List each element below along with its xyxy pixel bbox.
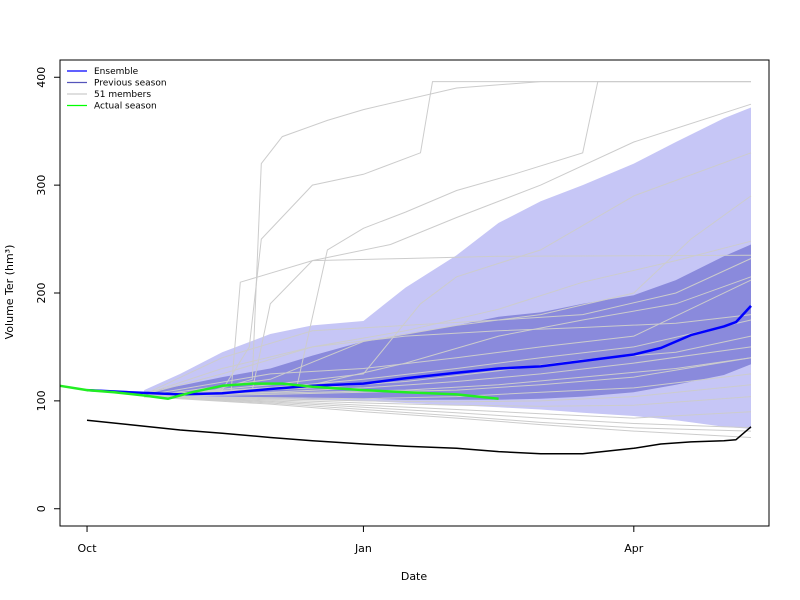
- member-line-12: [144, 357, 752, 398]
- x-axis-label: Date: [401, 570, 428, 583]
- member-line-13: [144, 373, 752, 400]
- legend-label: Actual season: [94, 102, 157, 112]
- member-line-17: [144, 396, 752, 429]
- previous-season-line: [86, 419, 752, 455]
- x-axis: Oct Jan Apr: [78, 526, 644, 555]
- member-line-18: [144, 396, 752, 432]
- legend-label: Ensemble: [94, 67, 139, 77]
- member-line-24: [144, 357, 752, 396]
- ensemble-line: [86, 305, 752, 396]
- y-axis-label: Volume Ter (hm³): [3, 245, 16, 340]
- x-tick-label: Apr: [624, 542, 644, 555]
- y-tick-label: 200: [35, 283, 48, 304]
- member-line-16: [144, 396, 752, 419]
- member-line-15: [144, 396, 752, 407]
- legend-label: Previous season: [94, 79, 167, 89]
- member-line-19: [144, 396, 752, 438]
- member-line-5: [144, 103, 752, 396]
- y-tick-label: 400: [35, 67, 48, 88]
- legend-label: 51 members: [94, 90, 151, 100]
- y-tick-label: 300: [35, 175, 48, 196]
- member-line-9: [144, 279, 752, 396]
- y-axis: 0 100 200 300 400: [35, 67, 60, 512]
- series-lines: [59, 305, 752, 455]
- band-inner: [144, 244, 752, 400]
- x-tick-label: Oct: [78, 542, 98, 555]
- member-line-20: [143, 314, 752, 395]
- member-line-21: [143, 240, 752, 395]
- x-tick-label: Jan: [354, 542, 372, 555]
- member-line-3: [144, 81, 751, 396]
- y-tick-label: 0: [35, 505, 48, 512]
- actual-season-line: [59, 382, 499, 400]
- member-line-11: [144, 346, 752, 398]
- uncertainty-bands: [144, 107, 752, 429]
- member-line-8: [143, 258, 752, 395]
- member-line-14: [144, 384, 752, 403]
- y-tick-label: 100: [35, 390, 48, 411]
